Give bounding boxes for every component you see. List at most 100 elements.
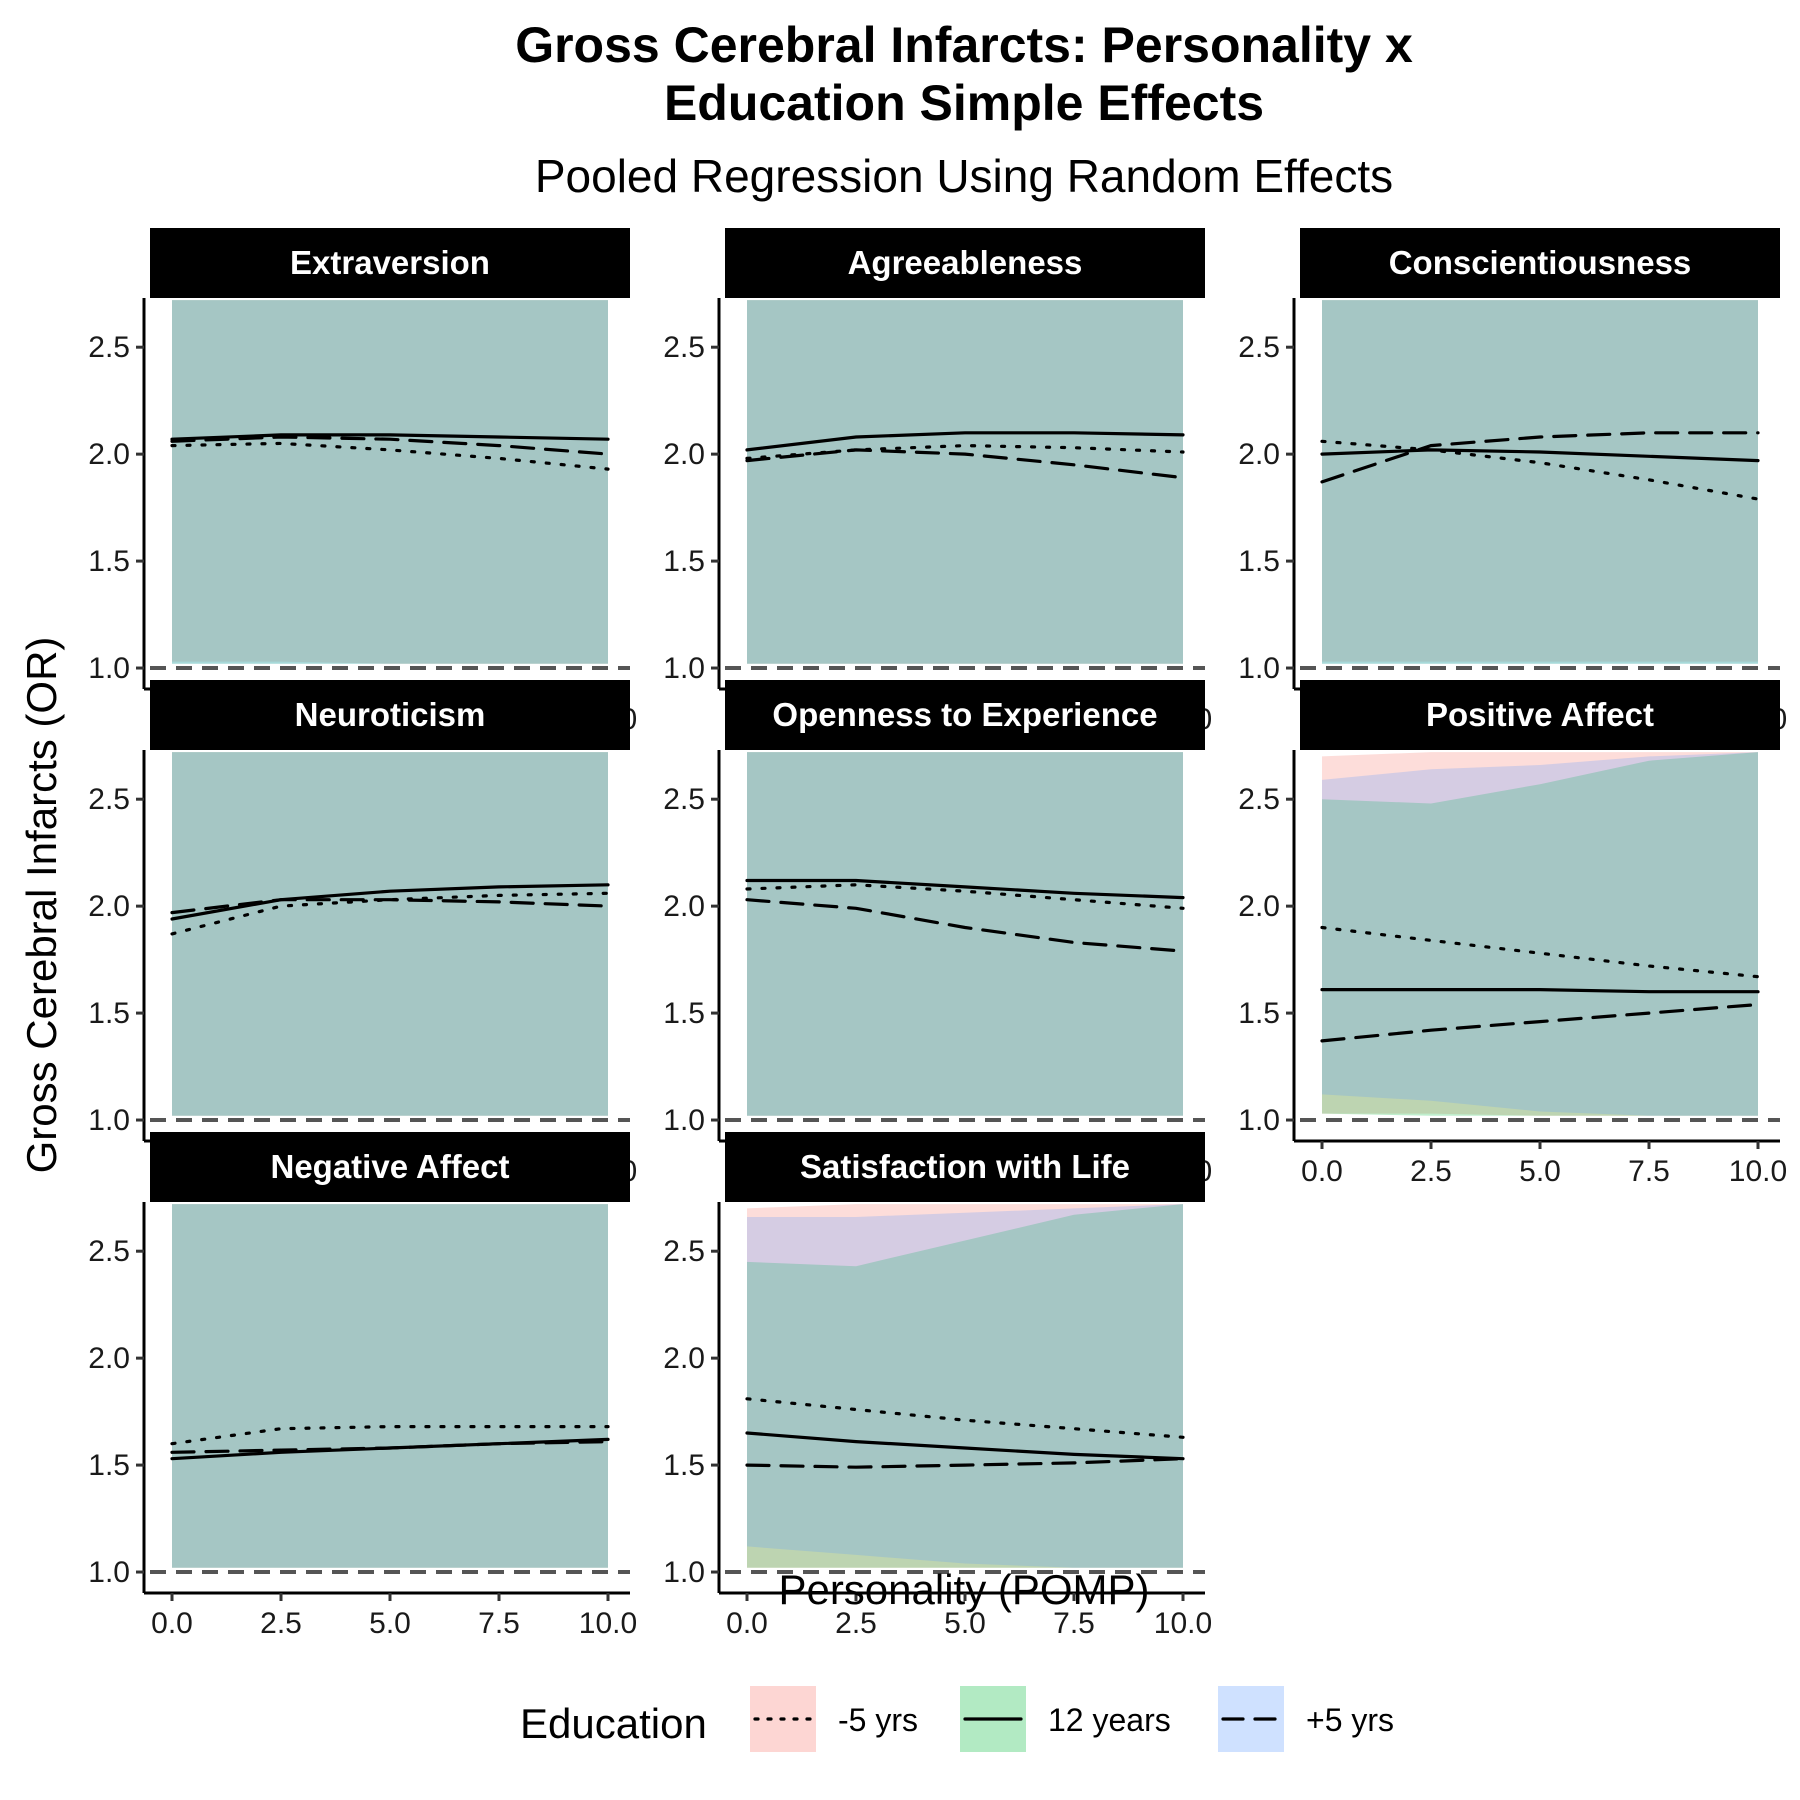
y-tick-label-satisfaction-with-life: 1.5 [663, 1449, 705, 1482]
y-tick-label-neuroticism: 1.5 [88, 997, 130, 1030]
series-line-12-years-neuroticism [170, 883, 610, 921]
series-line-12-years-openness-to-experience [745, 878, 1185, 900]
chart-subtitle: Pooled Regression Using Random Effects [535, 150, 1393, 202]
panel-satisfaction-with-life: Satisfaction with Life 1.0 1.5 2.0 2.5 0.0 2.5… [663, 1132, 1212, 1640]
strip-label-positive-affect: Positive Affect [1426, 696, 1654, 733]
ribbon-12-years-conscientiousness [1322, 300, 1758, 664]
strip-label-extraversion: Extraversion [290, 244, 490, 281]
y-axis-title: Gross Cerebral Infarcts (OR) [18, 637, 65, 1174]
ribbon-5-yrs-agreeableness [747, 300, 1183, 664]
y-tick-label-negative-affect: 2.5 [88, 1235, 130, 1268]
ribbon-5-yrs-positive-affect [1322, 752, 1758, 1116]
strip-label-satisfaction-with-life: Satisfaction with Life [800, 1148, 1130, 1185]
x-tick-label-satisfaction-with-life: 7.5 [1053, 1607, 1095, 1640]
y-tick-label-positive-affect: 2.5 [1238, 783, 1280, 816]
ribbon-5-yrs-neuroticism [172, 752, 608, 1116]
panel-positive-affect: Positive Affect 1.0 1.5 2.0 2.5 0.0 2.5 5.0 7.5 1… [1238, 680, 1787, 1188]
y-tick-label-satisfaction-with-life: 2.5 [663, 1235, 705, 1268]
series-line-5-yrs-satisfaction-with-life [745, 1457, 1185, 1469]
legend-label-5-yrs: +5 yrs [1306, 1702, 1394, 1738]
y-tick-label-negative-affect: 2.0 [88, 1342, 130, 1375]
legend-label-5-yrs: -5 yrs [838, 1702, 918, 1738]
series-line-5-yrs-agreeableness [745, 443, 1185, 460]
ribbon-5-yrs-satisfaction-with-life [747, 1204, 1183, 1568]
x-tick-label-positive-affect: 10.0 [1729, 1155, 1787, 1188]
x-tick-label-satisfaction-with-life: 10.0 [1154, 1607, 1212, 1640]
x-tick-label-positive-affect: 7.5 [1628, 1155, 1670, 1188]
y-tick-label-positive-affect: 2.0 [1238, 890, 1280, 923]
y-tick-label-openness-to-experience: 1.0 [663, 1104, 705, 1137]
y-tick-label-openness-to-experience: 2.5 [663, 783, 705, 816]
ribbon-12-years-openness-to-experience [747, 752, 1183, 1116]
panel-openness-to-experience: Openness to Experience1.01.52.02.50.02.5… [663, 680, 1212, 1188]
y-tick-label-neuroticism: 2.0 [88, 890, 130, 923]
ribbon-5-yrs-satisfaction-with-life [747, 1204, 1183, 1568]
legend-label-12-years: 12 years [1048, 1702, 1171, 1738]
y-tick-label-satisfaction-with-life: 1.0 [663, 1556, 705, 1589]
x-tick-label-positive-affect: 5.0 [1519, 1155, 1561, 1188]
series-line-5-yrs-conscientiousness [1320, 431, 1760, 484]
series-line-5-yrs-negative-affect [170, 1440, 610, 1454]
x-axis-title: Personality (POMP) [778, 1566, 1149, 1613]
x-tick-label-negative-affect: 5.0 [369, 1607, 411, 1640]
strip-label-negative-affect: Negative Affect [270, 1148, 509, 1185]
y-tick-label-satisfaction-with-life: 2.0 [663, 1342, 705, 1375]
ribbon-5-yrs-negative-affect [172, 1204, 608, 1568]
strip-label-agreeableness: Agreeableness [848, 244, 1083, 281]
y-tick-label-conscientiousness: 1.0 [1238, 652, 1280, 685]
series-line-12-years-positive-affect [1320, 988, 1760, 994]
x-tick-label-satisfaction-with-life: 2.5 [835, 1607, 877, 1640]
series-line-12-years-extraversion [170, 433, 610, 441]
ribbon-5-yrs-positive-affect [1322, 752, 1758, 1116]
strip-conscientiousness [1300, 228, 1780, 298]
strip-extraversion [150, 228, 630, 298]
chart-title-line-2: Education Simple Effects [664, 75, 1264, 131]
strip-positive-affect [1300, 680, 1780, 750]
legend-title: Education [520, 1700, 707, 1747]
y-tick-label-agreeableness: 1.5 [663, 545, 705, 578]
ribbon-5-yrs-openness-to-experience [747, 752, 1183, 1116]
y-tick-label-agreeableness: 2.5 [663, 331, 705, 364]
series-line-5-yrs-openness-to-experience [745, 898, 1185, 953]
x-tick-label-negative-affect: 7.5 [478, 1607, 520, 1640]
ribbon-12-years-positive-affect [1322, 752, 1758, 1116]
y-tick-label-openness-to-experience: 2.0 [663, 890, 705, 923]
strip-label-openness-to-experience: Openness to Experience [772, 696, 1157, 733]
panel-negative-affect: Negative Affect 1.0 1.5 2.0 2.5 0.0 2.5 5.0 7.5 1… [88, 1132, 637, 1640]
ribbon-12-years-agreeableness [747, 300, 1183, 664]
chart-title-line-1: Gross Cerebral Infarcts: Personality x [515, 17, 1413, 73]
ribbon-12-years-neuroticism [172, 752, 608, 1116]
x-tick-label-satisfaction-with-life: 5.0 [944, 1607, 986, 1640]
ribbon-5-yrs-negative-affect [172, 1204, 608, 1568]
x-tick-label-positive-affect: 0.0 [1301, 1155, 1343, 1188]
panel-conscientiousness: Conscientiousness1.01.52.02.50.02.55.07.… [1238, 228, 1787, 736]
ribbon-5-yrs-extraversion [172, 300, 608, 664]
y-tick-label-agreeableness: 2.0 [663, 438, 705, 471]
ribbon-5-yrs-conscientiousness [1322, 300, 1758, 662]
ribbon-12-years-negative-affect [172, 1204, 608, 1568]
y-tick-label-openness-to-experience: 1.5 [663, 997, 705, 1030]
y-tick-label-negative-affect: 1.0 [88, 1556, 130, 1589]
x-tick-label-satisfaction-with-life: 0.0 [726, 1607, 768, 1640]
facet-panels: Extraversion 1.0 1.5 2.0 2.5 0.0 2.5 5.0 7.5 10.0… [88, 228, 1787, 1640]
ribbon-5-yrs-openness-to-experience [747, 752, 1183, 1116]
y-tick-label-conscientiousness: 1.5 [1238, 545, 1280, 578]
series-line-5-yrs-negative-affect [170, 1425, 610, 1446]
series-line-5-yrs-neuroticism [170, 898, 610, 915]
x-tick-label-negative-affect: 0.0 [151, 1607, 193, 1640]
ribbon-5-yrs-neuroticism [172, 752, 608, 1116]
strip-neuroticism [150, 680, 630, 750]
y-tick-label-extraversion: 1.5 [88, 545, 130, 578]
ribbon-12-years-extraversion [172, 300, 608, 664]
series-line-5-yrs-extraversion [170, 441, 610, 471]
series-line-5-yrs-positive-affect [1320, 1002, 1760, 1043]
strip-agreeableness [725, 228, 1205, 298]
y-tick-label-positive-affect: 1.5 [1238, 997, 1280, 1030]
y-tick-label-positive-affect: 1.0 [1238, 1104, 1280, 1137]
series-line-5-yrs-openness-to-experience [745, 883, 1185, 910]
y-tick-label-conscientiousness: 2.0 [1238, 438, 1280, 471]
strip-label-neuroticism: Neuroticism [295, 696, 486, 733]
